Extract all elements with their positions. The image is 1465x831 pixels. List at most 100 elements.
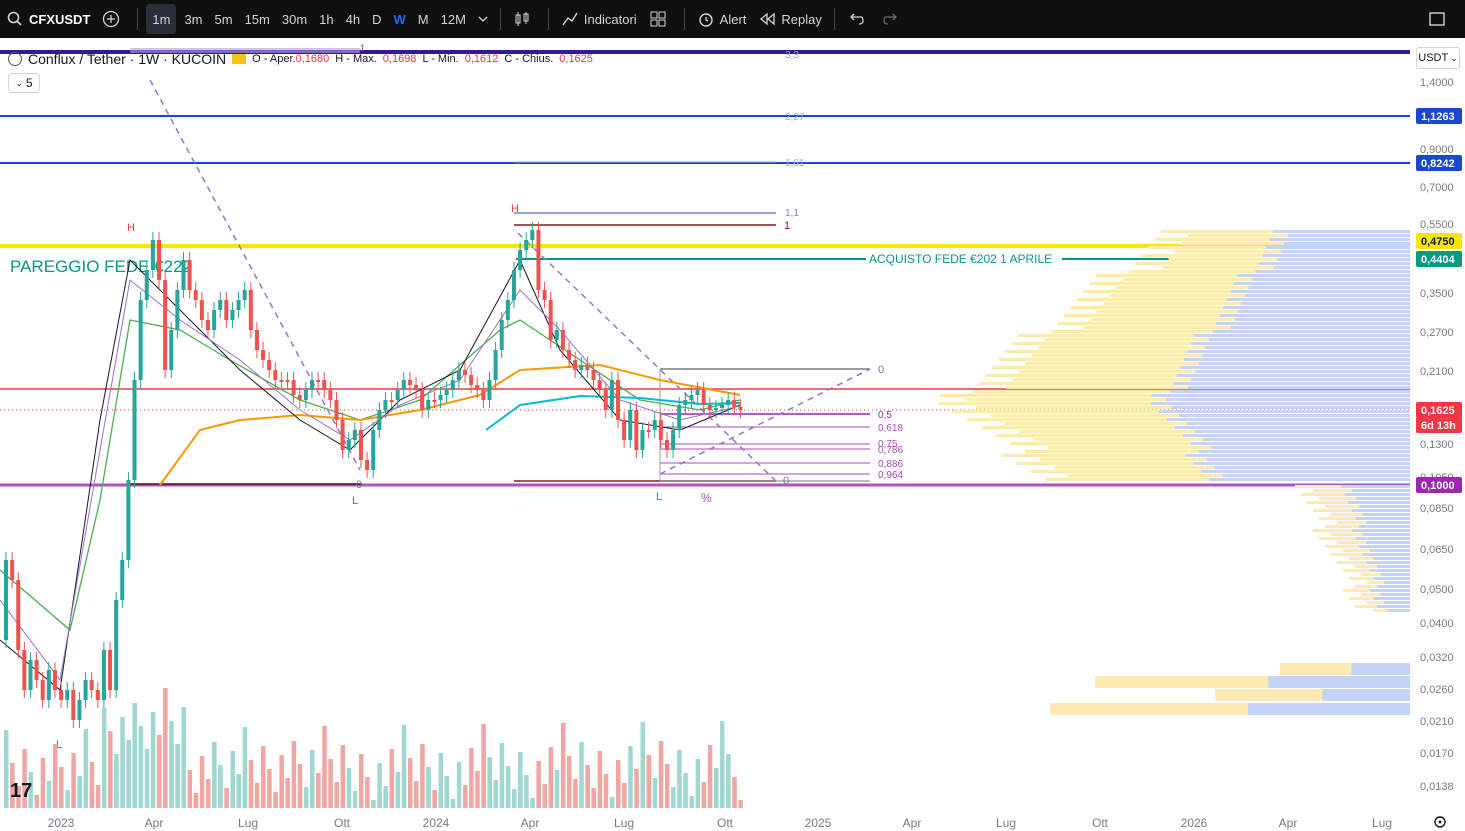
chart-type-button[interactable] <box>507 0 542 38</box>
candle[interactable] <box>554 330 559 340</box>
trend-line[interactable] <box>149 79 361 471</box>
tf-15m[interactable]: 15m <box>244 11 270 27</box>
candle[interactable] <box>671 430 676 450</box>
candle[interactable] <box>609 380 614 410</box>
indicators-button[interactable]: Indicatori <box>555 0 643 38</box>
candle[interactable] <box>536 230 541 290</box>
candle[interactable] <box>481 390 486 400</box>
candle[interactable] <box>713 408 718 410</box>
candle[interactable] <box>456 370 461 380</box>
candle[interactable] <box>664 440 669 450</box>
trend-line[interactable] <box>659 368 871 475</box>
tf-30m[interactable]: 30m <box>281 11 308 27</box>
candle[interactable] <box>16 580 21 650</box>
candle[interactable] <box>352 430 357 440</box>
candle[interactable] <box>591 370 596 380</box>
candle[interactable] <box>132 380 137 480</box>
candle[interactable] <box>677 405 682 430</box>
candle[interactable] <box>732 400 737 407</box>
tradingview-logo-icon[interactable]: 17 <box>10 780 32 802</box>
candle[interactable] <box>157 240 161 280</box>
candle[interactable] <box>548 300 553 340</box>
candle[interactable] <box>144 270 149 300</box>
candle[interactable] <box>579 365 584 370</box>
candle[interactable] <box>358 430 363 460</box>
candle[interactable] <box>346 440 351 450</box>
flag-icon[interactable] <box>232 54 247 64</box>
candle[interactable] <box>689 395 694 400</box>
candle[interactable] <box>4 560 8 640</box>
timeframe-dropdown[interactable] <box>472 0 494 38</box>
candle[interactable] <box>181 260 186 290</box>
time-axis[interactable] <box>0 810 1465 831</box>
candle[interactable] <box>469 375 474 385</box>
candle[interactable] <box>261 350 266 360</box>
candle[interactable] <box>542 290 547 300</box>
candle[interactable] <box>585 365 590 370</box>
candle[interactable] <box>475 385 480 390</box>
candle[interactable] <box>640 430 645 450</box>
candle[interactable] <box>383 400 388 410</box>
candle[interactable] <box>242 290 247 300</box>
candle[interactable] <box>652 420 657 430</box>
candle[interactable] <box>89 680 94 690</box>
candle[interactable] <box>230 310 235 320</box>
candle[interactable] <box>573 360 578 370</box>
candle[interactable] <box>199 300 204 320</box>
candlesticks[interactable] <box>4 222 743 728</box>
candle[interactable] <box>414 385 419 390</box>
candle[interactable] <box>334 400 339 420</box>
add-symbol-button[interactable] <box>96 0 131 38</box>
candle[interactable] <box>505 300 510 320</box>
alert-button[interactable]: Alert <box>691 0 753 38</box>
candle[interactable] <box>150 240 155 270</box>
redo-button[interactable] <box>876 0 911 38</box>
candle[interactable] <box>658 420 663 440</box>
candle[interactable] <box>285 380 290 382</box>
candle[interactable] <box>267 360 272 370</box>
candle[interactable] <box>175 290 180 330</box>
candle[interactable] <box>634 410 639 450</box>
symbol-search-button[interactable]: CFXUSDT <box>0 0 96 38</box>
candle[interactable] <box>438 395 443 400</box>
candle[interactable] <box>273 370 278 380</box>
candle[interactable] <box>567 350 572 360</box>
candle[interactable] <box>463 370 467 375</box>
candle[interactable] <box>322 380 327 390</box>
candle[interactable] <box>224 300 229 320</box>
candle[interactable] <box>59 690 64 700</box>
candle[interactable] <box>603 390 608 410</box>
candle[interactable] <box>22 650 27 690</box>
tf-1h[interactable]: 1h <box>319 11 334 27</box>
candle[interactable] <box>420 390 425 410</box>
candle[interactable] <box>389 400 394 402</box>
candle[interactable] <box>328 390 333 400</box>
candle[interactable] <box>701 390 706 405</box>
candle[interactable] <box>493 350 498 380</box>
candle[interactable] <box>646 430 651 432</box>
candle[interactable] <box>530 230 535 240</box>
candle[interactable] <box>720 405 725 408</box>
candle[interactable] <box>432 400 437 402</box>
candle[interactable] <box>371 430 376 470</box>
tf-w[interactable]: W <box>393 11 406 27</box>
candle[interactable] <box>187 260 192 290</box>
candle[interactable] <box>518 250 523 270</box>
candle[interactable] <box>101 650 106 700</box>
tf-m[interactable]: M <box>417 11 429 27</box>
candle[interactable] <box>65 690 70 700</box>
candle[interactable] <box>254 330 259 350</box>
layouts-button[interactable] <box>643 0 678 38</box>
candle[interactable] <box>212 310 217 330</box>
candle[interactable] <box>46 670 51 700</box>
candle[interactable] <box>622 420 627 440</box>
candle[interactable] <box>726 400 731 405</box>
candle[interactable] <box>395 390 400 400</box>
candle[interactable] <box>340 420 345 450</box>
candle[interactable] <box>365 460 370 470</box>
candle[interactable] <box>126 480 131 560</box>
candle[interactable] <box>205 320 210 330</box>
candle[interactable] <box>169 330 174 370</box>
candle[interactable] <box>310 380 314 390</box>
